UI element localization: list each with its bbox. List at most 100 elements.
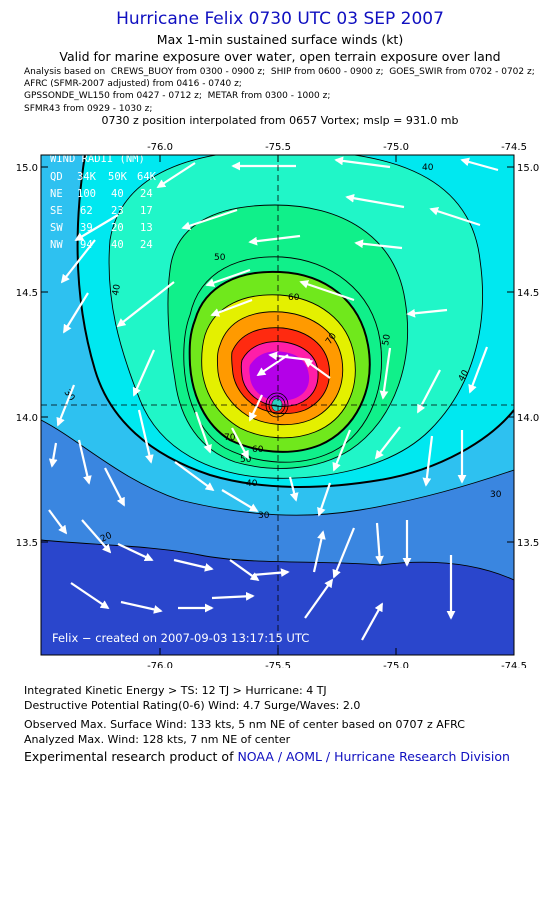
wind-vector bbox=[429, 207, 481, 227]
radii-cell: 24 bbox=[140, 188, 153, 200]
wind-vector bbox=[288, 476, 299, 502]
lat-tick-label: 13.5 bbox=[517, 538, 539, 549]
chart-subtitle: Max 1-min sustained surface winds (kt) bbox=[156, 32, 404, 47]
lat-tick-label: 13.5 bbox=[16, 538, 38, 549]
contour-label: 50 bbox=[381, 333, 393, 346]
contour-label: 40 bbox=[422, 163, 434, 173]
radii-cell: NE bbox=[50, 188, 63, 200]
lon-tick-label: -76.0 bbox=[147, 142, 173, 153]
wind-vector bbox=[460, 157, 499, 172]
analysis-line: Analysis based on CREWS_BUOY from 0300 -… bbox=[24, 67, 535, 77]
contour-label: 40 bbox=[111, 283, 123, 296]
validity-note: Valid for marine exposure over water, op… bbox=[59, 49, 501, 64]
credit-org-link[interactable]: NOAA / AOML / Hurricane Research Divisio… bbox=[237, 749, 510, 764]
analyzed-max-wind: Analyzed Max. Wind: 128 kts, 7 nm NE of … bbox=[24, 733, 291, 746]
radii-row: NW 94 40 24 bbox=[50, 239, 153, 251]
dpr-line: Destructive Potential Rating(0-6) Wind: … bbox=[24, 699, 361, 712]
radii-cell: 40 bbox=[111, 188, 124, 200]
radii-header-cell: 64K bbox=[137, 171, 157, 183]
lon-tick-label: -75.5 bbox=[265, 661, 291, 668]
wind-vector bbox=[70, 582, 110, 609]
wind-vector bbox=[181, 208, 238, 230]
tick-marks bbox=[41, 155, 515, 655]
isotach-90 bbox=[231, 327, 330, 414]
wind-vector bbox=[361, 602, 383, 641]
credit-line: Experimental research product of NOAA / … bbox=[24, 750, 554, 764]
wind-vector bbox=[174, 461, 215, 492]
radii-cell: 100 bbox=[77, 188, 96, 200]
radii-cell: 40 bbox=[111, 239, 124, 251]
contour-label: 30 bbox=[258, 511, 270, 521]
radii-cell: 39 bbox=[80, 222, 93, 234]
lat-tick-label: 14.5 bbox=[517, 288, 539, 299]
wind-vector bbox=[63, 292, 89, 334]
wind-radii-table: WIND RADII (NM) QD 34K 50K 64K NE 100 40… bbox=[50, 153, 157, 251]
lon-tick-labels-bottom: -76.0 -75.5 -75.0 -74.5 bbox=[147, 661, 527, 668]
wind-vector bbox=[120, 600, 163, 614]
wind-vector bbox=[374, 426, 401, 460]
radii-cell: 23 bbox=[111, 205, 124, 217]
wind-vector bbox=[205, 268, 251, 287]
wind-vector bbox=[375, 522, 384, 565]
wind-vector bbox=[406, 308, 448, 318]
isotach-70 bbox=[201, 294, 356, 439]
wind-vector bbox=[74, 214, 119, 241]
radii-row: SW 39 20 13 bbox=[50, 222, 153, 234]
wind-vector bbox=[221, 489, 259, 512]
wind-vector bbox=[379, 347, 392, 400]
contour-label: 20 bbox=[99, 531, 114, 545]
wind-vector bbox=[252, 568, 290, 577]
wind-vector bbox=[303, 358, 331, 379]
wind-vectors bbox=[48, 156, 499, 641]
isotach-100 bbox=[240, 341, 319, 407]
radii-header-cell: 34K bbox=[77, 171, 97, 183]
wind-vector bbox=[332, 527, 356, 579]
contour-label: 70 bbox=[224, 433, 236, 443]
wind-vector bbox=[117, 543, 154, 561]
observed-max-wind: Observed Max. Surface Wind: 133 kts, 5 n… bbox=[24, 718, 465, 731]
radii-cell: 13 bbox=[140, 222, 153, 234]
lat-tick-label: 14.5 bbox=[16, 288, 38, 299]
wind-vector bbox=[248, 234, 301, 246]
lon-tick-label: -75.0 bbox=[383, 661, 409, 668]
radii-cell: 17 bbox=[140, 205, 153, 217]
wind-vector bbox=[317, 482, 332, 517]
wind-vector bbox=[60, 239, 96, 284]
wind-vector bbox=[231, 427, 249, 460]
wind-field: 20 30 30 30 40 40 40 40 50 50 50 60 60 7… bbox=[41, 153, 514, 655]
wind-analysis-map: 20 30 30 30 40 40 40 40 50 50 50 60 60 7… bbox=[16, 142, 540, 668]
ike-line: Integrated Kinetic Energy > TS: 12 TJ > … bbox=[24, 684, 327, 697]
wind-band-110 bbox=[249, 351, 310, 401]
analysis-line: SFMR43 from 0929 - 1030 z; bbox=[24, 103, 153, 114]
wind-vector bbox=[304, 578, 334, 619]
wind-vector bbox=[132, 349, 156, 397]
wind-vector bbox=[173, 558, 214, 572]
wind-vector bbox=[156, 162, 196, 188]
lon-tick-label: -75.5 bbox=[265, 142, 291, 153]
wind-vector bbox=[194, 411, 212, 454]
created-label: Felix − created on 2007-09-03 13:17:15 U… bbox=[52, 631, 309, 645]
radii-table-title: WIND RADII (NM) bbox=[50, 153, 145, 165]
position-note: 0730 z position interpolated from 0657 V… bbox=[101, 114, 459, 127]
lon-tick-labels-top: -76.0 -75.5 -75.0 -74.5 bbox=[147, 142, 527, 153]
wind-vector bbox=[332, 429, 352, 472]
radii-header: QD 34K 50K 64K bbox=[50, 171, 157, 183]
contour-label: 60 bbox=[288, 293, 300, 303]
analysis-line: GPSSONDE_WL150 from 0427 - 0712 z; METAR… bbox=[24, 91, 331, 102]
wind-vector bbox=[116, 281, 175, 328]
radii-cell: SE bbox=[50, 205, 63, 217]
radii-cell: 94 bbox=[80, 239, 93, 251]
contour-label: 50 bbox=[240, 455, 252, 465]
wind-vector bbox=[48, 442, 58, 468]
wind-vector bbox=[81, 519, 112, 554]
radii-cell: 20 bbox=[111, 222, 124, 234]
wind-vector bbox=[345, 193, 405, 209]
wind-vector bbox=[104, 467, 125, 507]
radius-34kt-line bbox=[76, 155, 514, 488]
lon-tick-label: -75.0 bbox=[383, 142, 409, 153]
isotach-40 bbox=[108, 155, 483, 479]
radii-cell: 62 bbox=[80, 205, 93, 217]
credit-prefix: Experimental research product of bbox=[24, 749, 238, 764]
lat-tick-label: 15.0 bbox=[517, 163, 539, 174]
radii-header-cell: 50K bbox=[108, 171, 128, 183]
